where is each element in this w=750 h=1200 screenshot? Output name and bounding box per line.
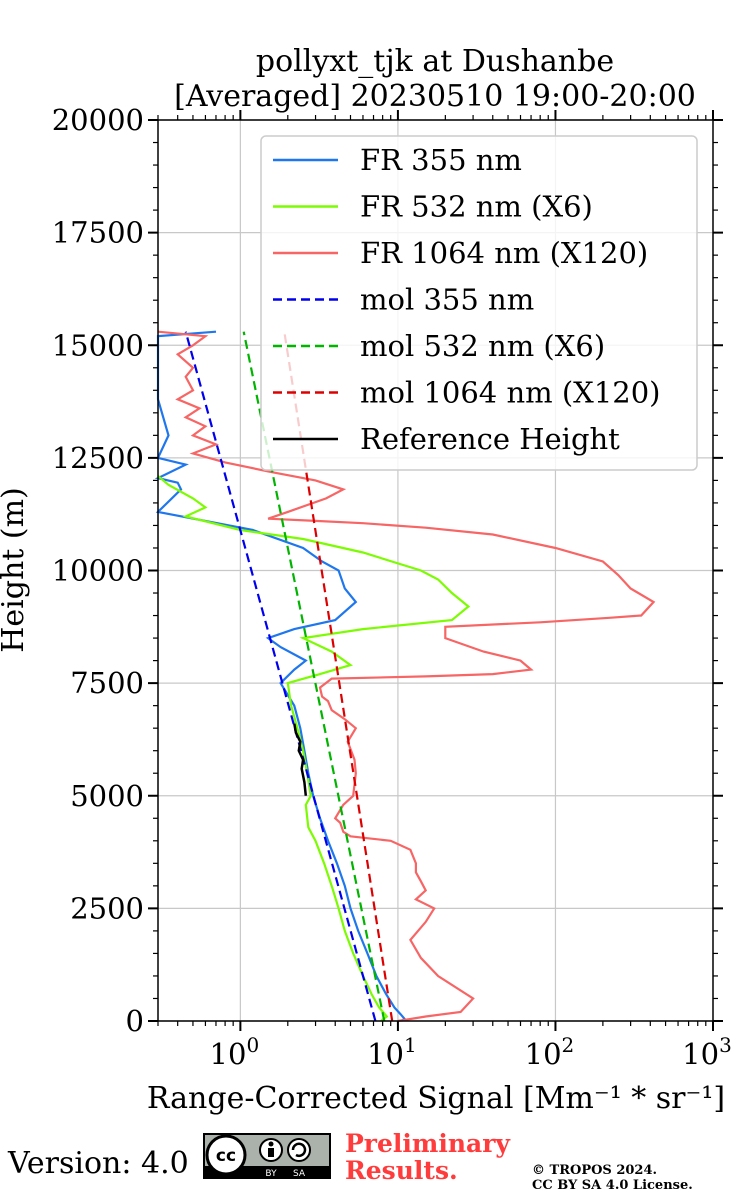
series-line-3	[184, 331, 377, 1022]
legend: FR 355 nm FR 532 nm (X6) FR 1064 nm (X120)…	[260, 135, 698, 471]
svg-text:cc: cc	[216, 1146, 236, 1166]
x-tick-label: 101	[367, 1033, 417, 1071]
sa-share-icon	[287, 1138, 311, 1162]
series-line-6	[293, 723, 308, 796]
legend-label-5: mol 1064 nm (X120)	[360, 376, 661, 410]
plot-area	[154, 330, 656, 1023]
y-tick-label: 7500	[70, 666, 144, 700]
legend-label-6: Reference Height	[360, 422, 620, 456]
cc-icon	[205, 1134, 247, 1176]
preliminary-results-note: Preliminary Results.	[345, 1130, 510, 1184]
y-tick-label: 15000	[52, 328, 144, 362]
chart: pollyxt_tjk at Dushanbe [Averaged] 20230…	[0, 44, 732, 1116]
y-tick-label: 12500	[52, 441, 144, 475]
y-tick-label: 17500	[52, 216, 144, 250]
series-line-1	[157, 475, 471, 1022]
y-tick-label: 0	[126, 1004, 144, 1038]
x-tick-label: 103	[682, 1033, 732, 1071]
legend-box	[260, 135, 698, 471]
copyright-line1: © TROPOS 2024.	[532, 1163, 658, 1178]
x-axis-label-units: [Mm⁻¹ * sr⁻¹]	[523, 1081, 725, 1116]
x-tick-label: 102	[525, 1033, 575, 1071]
x-axis-label-text: Range-Corrected Signal	[147, 1081, 514, 1116]
legend-label-3: mol 355 nm	[360, 283, 534, 317]
cc-by-sa-badge: cc BY SA	[203, 1133, 331, 1179]
legend-label-2: FR 1064 nm (X120)	[360, 236, 648, 270]
x-tick-label: 100	[210, 1033, 260, 1071]
legend-label-4: mol 532 nm (X6)	[360, 329, 605, 363]
svg-text:SA: SA	[293, 1169, 306, 1179]
copyright-note: © TROPOS 2024. CC BY SA 4.0 License.	[532, 1163, 693, 1193]
series-line-0	[154, 330, 406, 1022]
preliminary-line1: Preliminary	[345, 1129, 510, 1158]
series-line-4	[242, 331, 386, 1022]
y-tick-label: 10000	[52, 554, 144, 588]
legend-label-1: FR 532 nm (X6)	[360, 190, 593, 224]
x-axis-label: Range-Corrected Signal [Mm⁻¹ * sr⁻¹]	[147, 1081, 725, 1116]
svg-text:BY: BY	[265, 1169, 277, 1179]
y-axis-label: Height (m)	[0, 487, 31, 652]
preliminary-line2: Results.	[345, 1156, 458, 1185]
version-label: Version: 4.0	[8, 1146, 189, 1181]
series-line-2	[157, 330, 656, 1023]
chart-title-line1: pollyxt_tjk at Dushanbe	[256, 44, 614, 79]
copyright-line2: CC BY SA 4.0 License.	[532, 1178, 693, 1193]
y-tick-label: 2500	[70, 891, 144, 925]
chart-title-line2: [Averaged] 20230510 19:00-20:00	[174, 79, 696, 114]
legend-label-0: FR 355 nm	[360, 143, 522, 177]
axis-ticks: 0 2500 5000 7500 10000 12500 15000 17500 20000 10…	[52, 103, 732, 1071]
y-tick-label: 5000	[70, 779, 144, 813]
y-tick-label: 20000	[52, 103, 144, 137]
